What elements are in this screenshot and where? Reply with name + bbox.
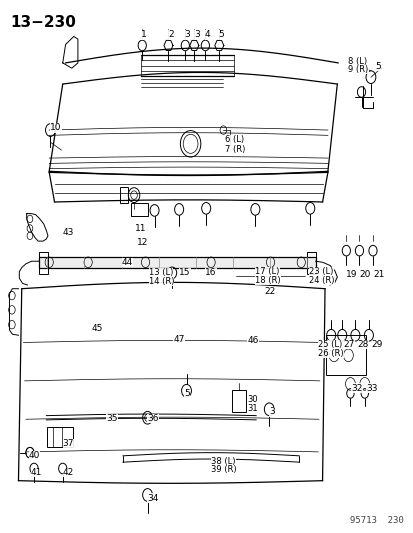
Text: 2: 2 <box>168 30 173 39</box>
Text: 35: 35 <box>106 414 118 423</box>
Text: 41: 41 <box>31 469 42 477</box>
Text: 15: 15 <box>179 268 190 277</box>
Text: 5: 5 <box>374 62 380 71</box>
Text: 1: 1 <box>141 30 147 39</box>
Text: 4: 4 <box>204 30 210 39</box>
Text: 31: 31 <box>247 403 257 413</box>
Text: 16: 16 <box>204 268 216 277</box>
Bar <box>131 203 148 216</box>
Text: 47: 47 <box>173 335 184 344</box>
Text: 22: 22 <box>264 287 275 296</box>
Text: 19: 19 <box>346 270 357 279</box>
Text: 11: 11 <box>135 224 147 233</box>
Text: 95713  230: 95713 230 <box>349 515 403 524</box>
Text: 13−230: 13−230 <box>10 15 76 30</box>
Text: 9 (R): 9 (R) <box>348 65 368 74</box>
Text: 45: 45 <box>91 325 102 334</box>
Text: 14 (R): 14 (R) <box>148 277 174 286</box>
Text: 44: 44 <box>121 258 133 267</box>
Text: 34: 34 <box>147 494 159 503</box>
Text: 40: 40 <box>28 451 40 461</box>
Text: 3: 3 <box>184 30 190 39</box>
Text: 24 (R): 24 (R) <box>309 276 334 285</box>
Text: 32: 32 <box>350 384 362 393</box>
Text: 6 (L): 6 (L) <box>225 135 244 144</box>
Text: 17 (L): 17 (L) <box>255 267 279 276</box>
Text: 10: 10 <box>50 124 62 132</box>
Bar <box>120 187 128 203</box>
Text: 25 (L): 25 (L) <box>318 340 342 349</box>
Text: 12: 12 <box>137 238 148 247</box>
Text: 5: 5 <box>218 30 224 39</box>
Bar <box>232 390 245 412</box>
Text: 42: 42 <box>63 469 74 477</box>
Text: 36: 36 <box>147 414 159 423</box>
Text: 3: 3 <box>193 30 199 39</box>
Text: 27: 27 <box>342 340 354 349</box>
Text: 46: 46 <box>247 336 258 345</box>
Bar <box>306 252 315 274</box>
Bar <box>39 257 315 268</box>
Text: 39 (R): 39 (R) <box>211 465 236 474</box>
Text: 8 (L): 8 (L) <box>348 57 367 66</box>
Text: 38 (L): 38 (L) <box>211 457 235 466</box>
Text: 3: 3 <box>268 407 274 416</box>
Text: 37: 37 <box>63 439 74 448</box>
Bar <box>47 427 72 447</box>
Text: 33: 33 <box>365 384 377 393</box>
Text: 18 (R): 18 (R) <box>255 276 280 285</box>
Bar <box>39 252 48 274</box>
Text: 26 (R): 26 (R) <box>318 349 343 358</box>
Text: 20: 20 <box>358 270 370 279</box>
Bar <box>325 335 365 375</box>
Text: 29: 29 <box>371 340 382 349</box>
Text: 5: 5 <box>184 389 190 398</box>
Text: 21: 21 <box>372 270 383 279</box>
Text: 13 (L): 13 (L) <box>148 268 173 277</box>
Text: 7 (R): 7 (R) <box>225 144 245 154</box>
Text: 23 (L): 23 (L) <box>309 267 333 276</box>
Text: 28: 28 <box>357 340 368 349</box>
Text: 30: 30 <box>247 395 257 404</box>
Text: 43: 43 <box>63 228 74 237</box>
